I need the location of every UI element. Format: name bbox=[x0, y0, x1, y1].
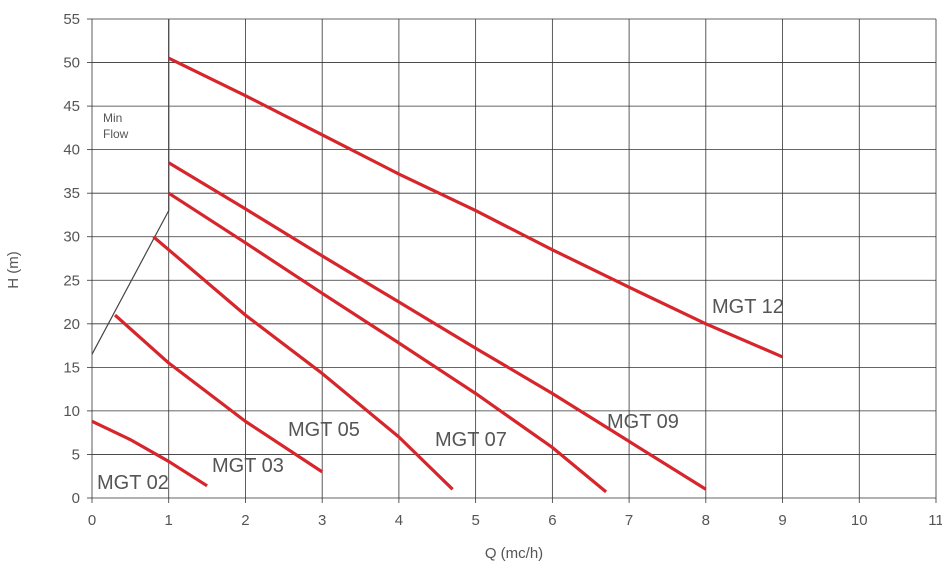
series-label-mgt12: MGT 12 bbox=[712, 296, 784, 318]
min-flow-label-line1: Min bbox=[103, 111, 122, 125]
grid bbox=[91, 18, 937, 499]
series-line-mgt07 bbox=[167, 191, 608, 494]
y-tick-label: 25 bbox=[63, 272, 80, 289]
series-line-mgt09 bbox=[167, 161, 707, 491]
x-tick-label: 4 bbox=[395, 512, 403, 529]
x-axis-label: Q (mc/h) bbox=[485, 545, 543, 562]
series-label-mgt05: MGT 05 bbox=[288, 419, 360, 441]
x-tick-label: 6 bbox=[548, 512, 556, 529]
y-tick-label: 20 bbox=[63, 316, 80, 333]
series-line-mgt05 bbox=[152, 235, 454, 491]
x-axis-ticks: 0 1 2 3 4 5 6 7 8 9 10 11 bbox=[88, 498, 942, 529]
x-tick-label: 0 bbox=[88, 512, 96, 529]
series-label-mgt03: MGT 03 bbox=[212, 455, 284, 477]
x-tick-label: 11 bbox=[928, 512, 942, 529]
x-tick-label: 10 bbox=[851, 512, 868, 529]
y-tick-label: 5 bbox=[72, 446, 80, 463]
min-flow-annotation: Min Flow bbox=[91, 19, 170, 355]
x-tick-label: 9 bbox=[778, 512, 786, 529]
y-tick-label: 55 bbox=[63, 11, 80, 28]
y-axis-label: H (m) bbox=[5, 251, 22, 289]
x-tick-label: 3 bbox=[318, 512, 326, 529]
y-tick-label: 0 bbox=[72, 490, 80, 507]
y-tick-label: 45 bbox=[63, 98, 80, 115]
min-flow-line bbox=[91, 19, 170, 355]
series-label-mgt07: MGT 07 bbox=[435, 429, 507, 451]
x-tick-label: 7 bbox=[625, 512, 633, 529]
x-tick-label: 1 bbox=[165, 512, 173, 529]
x-tick-label: 2 bbox=[241, 512, 249, 529]
x-tick-label: 8 bbox=[702, 512, 710, 529]
y-axis-ticks: 0 5 10 15 20 25 30 35 40 45 50 55 bbox=[63, 11, 92, 507]
series-labels: MGT 02 MGT 03 MGT 05 MGT 07 MGT 09 MGT 1… bbox=[97, 296, 784, 494]
min-flow-label-line2: Flow bbox=[103, 127, 129, 141]
series-line-mgt12 bbox=[168, 56, 784, 359]
y-tick-label: 10 bbox=[63, 403, 80, 420]
y-tick-label: 40 bbox=[63, 142, 80, 159]
y-tick-label: 50 bbox=[63, 55, 80, 72]
y-tick-label: 35 bbox=[63, 185, 80, 202]
series-line-mgt02 bbox=[91, 419, 208, 488]
series-lines bbox=[91, 56, 784, 494]
y-tick-label: 30 bbox=[63, 229, 80, 246]
x-tick-label: 5 bbox=[471, 512, 479, 529]
series-label-mgt02: MGT 02 bbox=[97, 472, 169, 494]
series-line-mgt03 bbox=[113, 313, 324, 474]
y-tick-label: 15 bbox=[63, 359, 80, 376]
series-label-mgt09: MGT 09 bbox=[607, 411, 679, 433]
